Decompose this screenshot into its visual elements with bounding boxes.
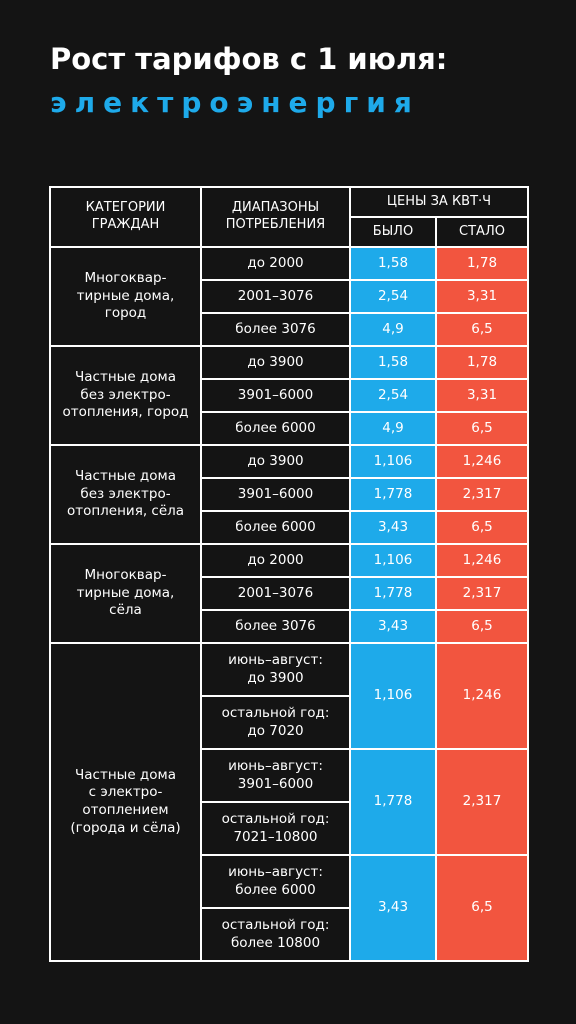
subtitle: электроэнергия [50,86,420,119]
range-cell: до 3900 [200,345,351,380]
table-row: 3901–6000 2,54 3,31 [50,378,529,413]
table-row: Частные дома без электро- отопления, сёл… [49,444,529,545]
old-price-cell: 1,106 [349,543,437,578]
range-cell: более 3076 [200,312,351,347]
new-price-cell: 6,5 [435,312,529,347]
range-cell: 3901–6000 [200,378,351,413]
range-cell: остальной год: 7021–10800 [200,801,351,856]
new-price-cell: 1,246 [435,543,529,578]
new-price-cell: 2,317 [435,748,529,856]
table-body: Многоквар- тирные дома, город до 2000 1,58… [49,246,529,962]
old-price-cell: 1,778 [349,576,437,611]
old-price-cell: 3,43 [349,510,437,545]
old-price-cell: 1,778 [349,477,437,512]
new-price-cell: 3,31 [435,279,529,314]
range-cell: более 3076 [200,609,351,644]
new-price-cell: 2,317 [435,477,529,512]
category-cell: Частные дома с электро- отоплением (горо… [49,642,202,962]
range-cell: до 2000 [200,246,351,281]
new-price-cell: 2,317 [435,576,529,611]
old-price-cell: 4,9 [349,312,437,347]
header-row: БЫЛО СТАЛО [50,216,529,248]
new-price-cell: 6,5 [435,510,529,545]
old-price-cell: 2,54 [349,378,437,413]
new-price-cell: 1,78 [435,345,529,380]
new-price-cell: 1,246 [435,642,529,750]
table-row: более 6000 3,43 6,5 [50,510,529,545]
old-price-cell: 4,9 [349,411,437,446]
old-price-cell: 2,54 [349,279,437,314]
table-row: 2001–3076 1,778 2,317 [50,576,529,611]
range-cell: остальной год: более 10800 [200,907,351,962]
table-row: остальной год: более 10800 [50,907,528,962]
category-cell: Многоквар- тирные дома, город [49,246,202,347]
new-price-cell: 6,5 [435,609,529,644]
old-price-cell: 1,106 [349,642,437,750]
table-row: остальной год: 7021–10800 [50,801,528,856]
table-row: более 3076 3,43 6,5 [50,609,529,644]
table-row: июнь–август: 3901–6000 1,778 2,317 [50,748,529,856]
old-price-cell: 1,58 [349,246,437,281]
category-cell: Частные дома без электро- отопления, гор… [49,345,202,446]
header-cell: ДИАПАЗОНЫ ПОТРЕБЛЕНИЯ [200,186,351,248]
header-cell: БЫЛО [349,216,437,248]
range-cell: 2001–3076 [200,279,351,314]
table-row: 2001–3076 2,54 3,31 [50,279,529,314]
header-cell: ЦЕНЫ ЗА КВТ·Ч [349,186,529,218]
old-price-cell: 3,43 [349,854,437,962]
old-price-cell: 1,778 [349,748,437,856]
new-price-cell: 6,5 [435,854,529,962]
range-cell: 3901–6000 [200,477,351,512]
tariff-table: КАТЕГОРИИ ГРАЖДАН ДИАПАЗОНЫ ПОТРЕБЛЕНИЯ … [49,186,529,962]
table-row: Многоквар- тирные дома, город до 2000 1,58… [49,246,529,347]
table-row: остальной год: до 7020 [50,695,528,750]
table-row: более 6000 4,9 6,5 [50,411,529,446]
range-cell: более 6000 [200,510,351,545]
range-cell: остальной год: до 7020 [200,695,351,750]
range-cell: июнь–август: 3901–6000 [200,748,351,803]
new-price-cell: 1,78 [435,246,529,281]
table-row: Частные дома с электро- отоплением (горо… [49,642,529,962]
category-cell: Многоквар- тирные дома, сёла [49,543,202,644]
header-cell: СТАЛО [435,216,529,248]
new-price-cell: 1,246 [435,444,529,479]
new-price-cell: 6,5 [435,411,529,446]
range-cell: более 6000 [200,411,351,446]
header-cell: КАТЕГОРИИ ГРАЖДАН [49,186,202,248]
category-cell: Частные дома без электро- отопления, сёл… [49,444,202,545]
table-row: 3901–6000 1,778 2,317 [50,477,529,512]
range-cell: июнь–август: более 6000 [200,854,351,909]
table-row: Многоквар- тирные дома, сёла до 2000 1,106… [49,543,529,644]
range-cell: июнь–август: до 3900 [200,642,351,697]
title: Рост тарифов с 1 июля: [50,42,448,76]
range-cell: 2001–3076 [200,576,351,611]
table-row: более 3076 4,9 6,5 [50,312,529,347]
range-cell: до 3900 [200,444,351,479]
old-price-cell: 3,43 [349,609,437,644]
new-price-cell: 3,31 [435,378,529,413]
old-price-cell: 1,106 [349,444,437,479]
table-row: июнь–август: более 6000 3,43 6,5 [50,854,529,962]
old-price-cell: 1,58 [349,345,437,380]
range-cell: до 2000 [200,543,351,578]
header-row: КАТЕГОРИИ ГРАЖДАН ДИАПАЗОНЫ ПОТРЕБЛЕНИЯ … [49,186,529,248]
table-row: Частные дома без электро- отопления, гор… [49,345,529,446]
